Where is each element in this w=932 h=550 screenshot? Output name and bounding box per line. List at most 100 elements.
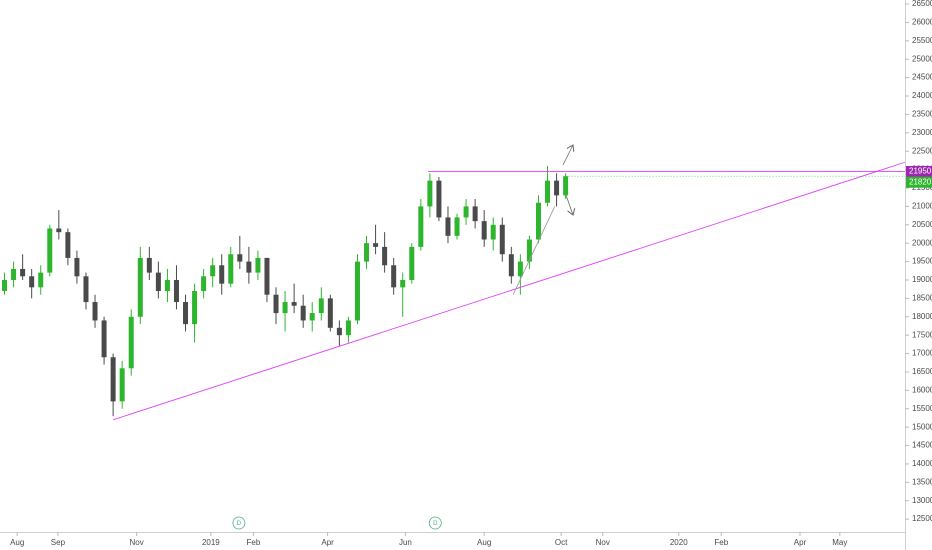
down-arrow: [565, 194, 573, 215]
candle-body: [11, 268, 17, 280]
level-price-box: [906, 165, 932, 177]
candle-body: [83, 276, 89, 303]
y-tick-label: 25500: [912, 36, 932, 45]
y-tick-label: 13000: [912, 496, 932, 505]
x-tick-label: 2020: [670, 538, 688, 547]
y-tick-label: 22500: [912, 146, 932, 155]
candle-body: [219, 265, 225, 284]
candle-body: [192, 291, 198, 325]
candle-body: [318, 298, 324, 314]
y-tick-label: 24000: [912, 91, 932, 100]
candle-body: [391, 265, 397, 288]
y-tick-label: 13500: [912, 477, 932, 486]
up-arrow: [562, 145, 573, 166]
candle-body: [436, 180, 442, 218]
candle-body: [445, 217, 451, 236]
candle-body: [345, 320, 351, 336]
candle-body: [2, 279, 8, 292]
y-tick-label: 20000: [912, 238, 932, 247]
candle-body: [137, 257, 143, 317]
candle-body: [56, 228, 62, 233]
y-tick-label: 23500: [912, 110, 932, 119]
candle-body: [327, 298, 333, 328]
candle-body: [508, 254, 514, 277]
y-tick-label: 18500: [912, 293, 932, 302]
candle-body: [173, 279, 179, 303]
candle-body: [309, 313, 315, 321]
candle-body: [264, 257, 270, 295]
y-tick-label: 26000: [912, 18, 932, 27]
x-tick-label: Nov: [596, 538, 610, 547]
candle-body: [490, 224, 496, 240]
candle-body: [237, 254, 243, 262]
candle-body: [47, 228, 53, 273]
y-tick-label: 16000: [912, 385, 932, 394]
candle-body: [364, 243, 370, 262]
x-tick-label: Feb: [247, 538, 261, 547]
candle-body: [418, 206, 424, 247]
candle-body: [38, 272, 44, 288]
candle-body: [554, 180, 560, 196]
x-tick-label: Jun: [399, 538, 412, 547]
y-tick-label: 14000: [912, 459, 932, 468]
candle-body: [472, 206, 478, 222]
x-tick-label: Feb: [714, 538, 728, 547]
y-tick-label: 17500: [912, 330, 932, 339]
x-tick-label: Aug: [10, 538, 24, 547]
candle-body: [228, 254, 234, 284]
candle-body: [146, 257, 152, 273]
candle-body: [74, 257, 80, 277]
candle-body: [255, 257, 261, 273]
candle-body: [273, 294, 279, 314]
event-label: D: [237, 521, 242, 527]
candle-body: [246, 261, 252, 273]
y-tick-label: 14500: [912, 441, 932, 450]
candle-body: [282, 302, 288, 314]
candle-body: [128, 316, 134, 369]
candle-body: [291, 302, 297, 306]
candle-body: [400, 279, 406, 288]
candle-body: [201, 276, 207, 292]
candle-body: [481, 221, 487, 240]
event-marker: [232, 516, 246, 530]
y-tick-label: 17000: [912, 349, 932, 358]
level-price-label: 21950: [909, 167, 932, 176]
candle-body: [65, 232, 71, 258]
candle-body: [535, 202, 541, 240]
x-tick-label: Aug: [477, 538, 491, 547]
candle-body: [300, 305, 306, 321]
candle-body: [382, 246, 388, 266]
y-tick-label: 15500: [912, 404, 932, 413]
candle-body: [155, 272, 161, 292]
x-tick-label: Nov: [130, 538, 144, 547]
y-tick-label: 24500: [912, 73, 932, 82]
candle-body: [210, 265, 216, 277]
event-marker: [428, 516, 442, 530]
candle-body: [427, 180, 433, 207]
y-tick-label: 18000: [912, 312, 932, 321]
x-tick-label: Sep: [51, 538, 66, 547]
candle-body: [354, 261, 360, 321]
candle-body: [373, 243, 379, 247]
y-tick-label: 25000: [912, 54, 932, 63]
last-price-label: 21820: [909, 177, 932, 186]
candle-body: [517, 261, 523, 277]
candle-body: [20, 268, 26, 277]
candle-body: [526, 239, 532, 262]
y-tick-label: 15000: [912, 422, 932, 431]
candle-body: [101, 320, 107, 358]
y-tick-label: 21000: [912, 202, 932, 211]
last-price-box: [906, 176, 932, 188]
event-label: D: [433, 521, 438, 527]
candle-body: [545, 180, 551, 203]
candle-body: [409, 246, 415, 280]
candle-body: [29, 276, 35, 288]
y-tick-label: 23000: [912, 128, 932, 137]
y-tick-label: 20500: [912, 220, 932, 229]
trend-line: [112, 161, 906, 421]
candle-body: [183, 302, 189, 325]
y-tick-label: 19000: [912, 275, 932, 284]
candle-body: [499, 224, 505, 255]
candle-body: [454, 217, 460, 236]
